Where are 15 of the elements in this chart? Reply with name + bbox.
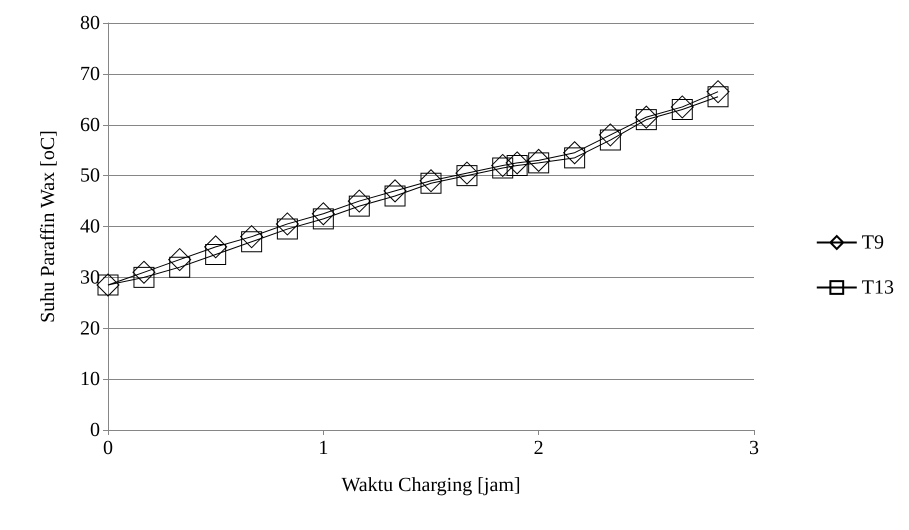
y-tick-label: 50	[80, 164, 100, 187]
x-axis-title: Waktu Charging [jam]	[341, 474, 521, 496]
y-tick-label: 40	[80, 216, 100, 238]
legend-label: T9	[862, 232, 884, 254]
y-tick-label: 10	[80, 368, 100, 390]
x-tick-label: 1	[318, 437, 328, 459]
y-axis-title: Suhu Paraffin Wax [oC]	[37, 130, 59, 323]
y-tick-label: 0	[90, 419, 100, 441]
y-tick-label: 80	[80, 12, 100, 34]
x-tick-label: 3	[749, 437, 759, 459]
legend-label: T13	[862, 276, 894, 298]
y-tick-label: 70	[80, 62, 100, 85]
y-tick-label: 20	[80, 317, 100, 340]
y-tick-label: 60	[80, 114, 100, 136]
x-tick-label: 2	[534, 437, 544, 459]
